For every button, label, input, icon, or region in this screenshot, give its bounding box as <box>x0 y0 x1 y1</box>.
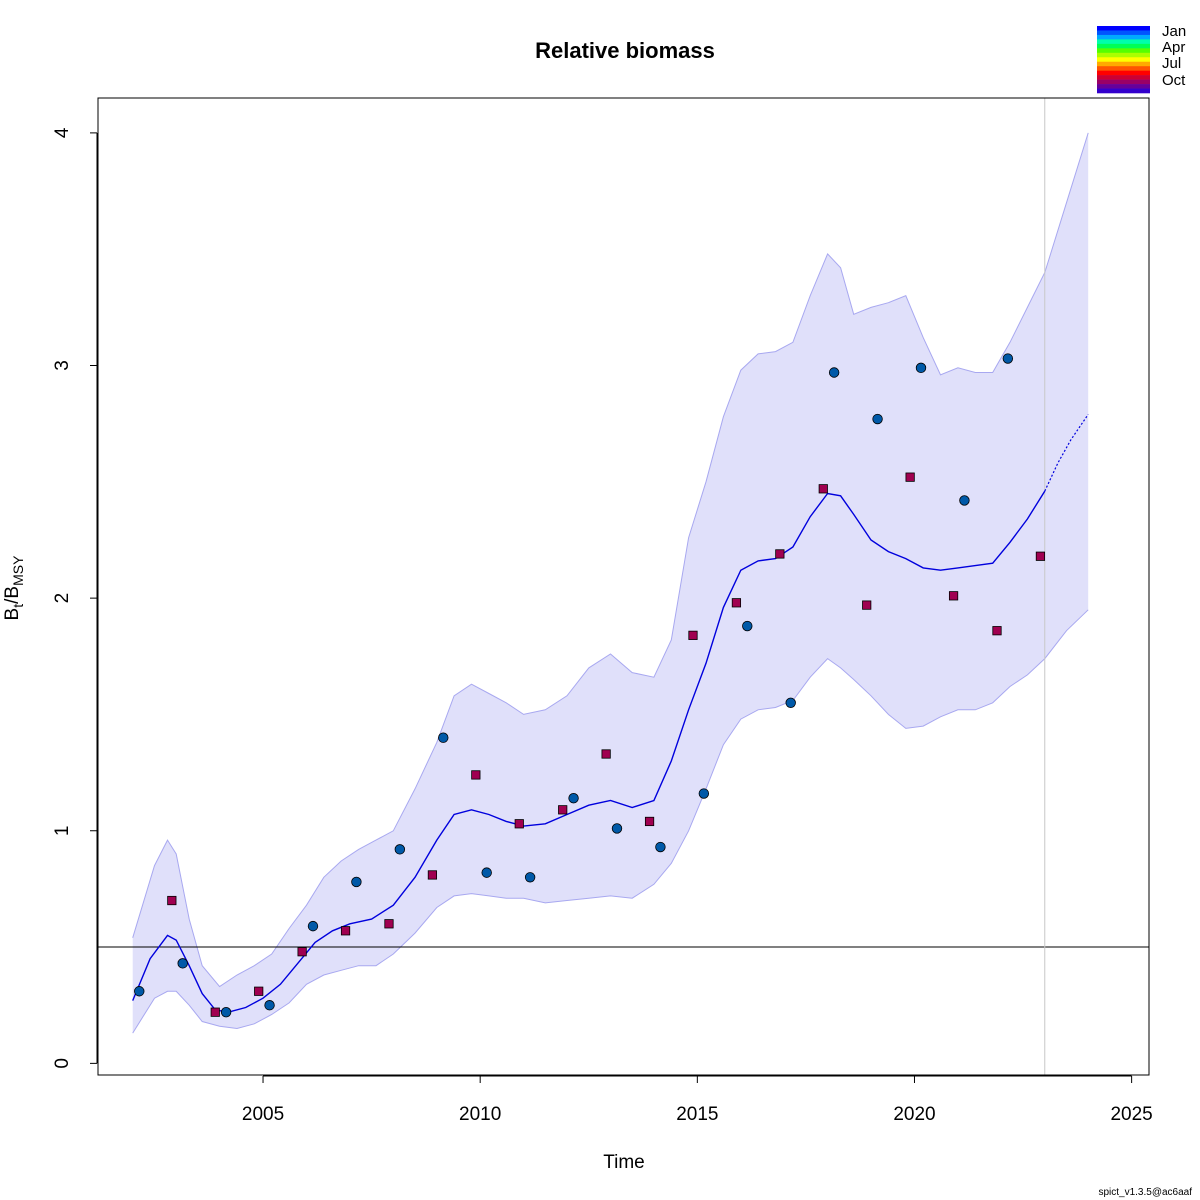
legend-color-swatch <box>1097 39 1150 45</box>
observation-point-index2 <box>210 1007 220 1017</box>
observation-point-index2 <box>340 926 351 936</box>
observation-point-index1 <box>1002 353 1014 364</box>
observation-point-index1 <box>828 367 840 378</box>
legend-color-swatch <box>1097 61 1150 67</box>
forecast-line <box>1044 414 1089 492</box>
reference-lines <box>98 98 1149 1075</box>
observation-point-index2 <box>775 549 785 559</box>
observation-points <box>134 353 1046 1018</box>
legend-color-swatch <box>1097 30 1150 36</box>
observation-point-index2 <box>1035 551 1046 561</box>
observation-point-index1 <box>742 620 753 632</box>
biomass-estimate-line <box>132 490 1046 1013</box>
observation-point-index1 <box>481 867 492 878</box>
estimate-lines <box>132 414 1089 1013</box>
plot-frame <box>97 97 1150 1076</box>
legend-label: Jan <box>1162 23 1186 40</box>
y-axis-label: Bt/BMSY <box>2 555 26 621</box>
legend-color-swatch <box>1097 43 1150 49</box>
x-tick-label: 2025 <box>1110 1104 1152 1125</box>
legend-color-swatch <box>1097 84 1150 89</box>
observation-point-index1 <box>698 788 710 799</box>
observation-point-index1 <box>438 732 449 743</box>
observation-point-index1 <box>524 872 536 883</box>
legend-color-swatch <box>1097 88 1150 94</box>
observation-point-index1 <box>568 792 579 804</box>
confidence-band-upper <box>132 132 1089 988</box>
observation-point-index1 <box>307 920 319 932</box>
observation-point-index2 <box>905 472 915 482</box>
y-tick-label: 0 <box>52 1058 73 1069</box>
observation-point-index1 <box>394 844 406 855</box>
x-tick-label: 2015 <box>676 1104 718 1125</box>
observation-point-index2 <box>948 591 959 601</box>
x-tick-label: 2020 <box>893 1104 935 1125</box>
observation-point-index1 <box>785 697 796 709</box>
observation-point-index2 <box>731 598 742 608</box>
legend-color-swatch <box>1097 79 1150 85</box>
legend-color-swatch <box>1097 26 1150 31</box>
observation-point-index2 <box>862 600 872 610</box>
observation-point-index2 <box>558 805 568 815</box>
x-axis: 2005 2010 2015 2020 2025 <box>242 1075 1153 1125</box>
confidence-band-area <box>132 132 1089 1034</box>
x-tick-label: 2010 <box>459 1104 501 1125</box>
observation-point-index1 <box>264 1000 275 1011</box>
legend-label: Oct <box>1162 72 1186 89</box>
legend-color-swatch <box>1097 57 1150 63</box>
legend-color-swatch <box>1097 34 1150 40</box>
y-axis: 0 1 2 3 4 <box>52 127 98 1069</box>
observation-point-index1 <box>655 841 666 853</box>
confidence-band <box>132 132 1089 1034</box>
x-tick-label: 2005 <box>242 1104 284 1125</box>
observation-point-index2 <box>254 986 264 996</box>
observation-point-index2 <box>427 870 438 880</box>
observation-point-index2 <box>167 895 177 906</box>
legend-label: Jul <box>1162 55 1181 72</box>
observation-point-index2 <box>688 630 698 640</box>
y-tick-label: 4 <box>52 127 73 138</box>
observation-point-index2 <box>644 816 655 827</box>
observation-point-index1 <box>351 876 362 888</box>
observation-point-index1 <box>611 823 623 834</box>
legend-color-swatch <box>1097 66 1150 71</box>
observation-point-index1 <box>177 958 188 969</box>
y-tick-label: 1 <box>52 826 73 837</box>
legend-color-swatch <box>1097 70 1150 76</box>
observation-point-index1 <box>872 413 883 425</box>
y-tick-label: 3 <box>52 360 73 371</box>
legend-color-swatch <box>1097 75 1150 80</box>
confidence-band-lower <box>132 609 1089 1034</box>
observation-point-index1 <box>134 986 145 997</box>
legend-label: Apr <box>1162 39 1185 56</box>
y-tick-label: 2 <box>52 593 73 604</box>
observation-point-index2 <box>992 626 1002 636</box>
observation-point-index2 <box>514 819 524 829</box>
observation-point-index2 <box>297 947 307 957</box>
observation-point-index2 <box>601 749 611 759</box>
observation-point-index1 <box>220 1006 232 1018</box>
observation-point-index2 <box>384 919 394 929</box>
chart-title: Relative biomass <box>535 38 715 63</box>
version-footer: spict_v1.3.5@ac6aaf <box>1098 1187 1192 1198</box>
observation-point-index2 <box>818 484 828 494</box>
legend-color-swatch <box>1097 52 1150 58</box>
observation-point-index2 <box>471 770 481 780</box>
observation-point-index1 <box>959 495 970 506</box>
observation-point-index1 <box>915 362 927 374</box>
legend-color-swatch <box>1097 48 1150 54</box>
x-axis-label: Time <box>603 1152 645 1173</box>
